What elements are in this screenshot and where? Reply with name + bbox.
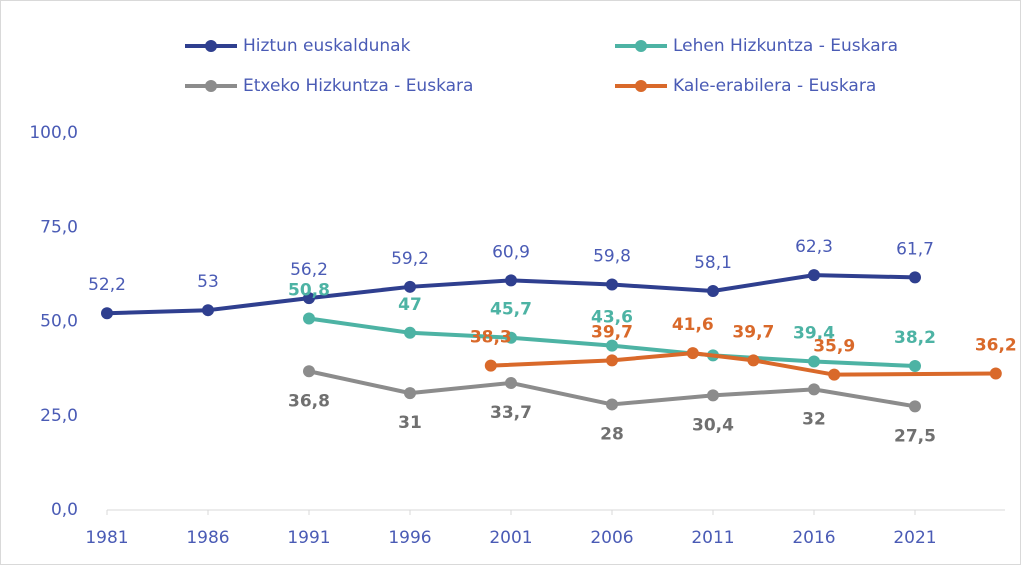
data-label: 53 xyxy=(197,272,219,292)
y-tick-label: 25,0 xyxy=(40,406,78,426)
data-label: 43,6 xyxy=(591,308,633,328)
point xyxy=(404,387,416,400)
x-tick-label: 2011 xyxy=(691,528,734,548)
data-label: 60,9 xyxy=(492,242,530,262)
point xyxy=(505,274,517,287)
data-label: 52,2 xyxy=(88,275,126,295)
point xyxy=(989,367,1002,380)
data-label: 36,2 xyxy=(975,336,1017,356)
data-label: 35,9 xyxy=(813,337,855,357)
point xyxy=(828,368,841,381)
data-label: 33,7 xyxy=(490,403,532,423)
x-tick-label: 1996 xyxy=(388,528,431,548)
point xyxy=(747,354,760,367)
data-label: 32 xyxy=(802,409,826,429)
x-tick-label: 2021 xyxy=(893,528,936,548)
point xyxy=(808,269,820,282)
point xyxy=(484,359,497,372)
data-label: 58,1 xyxy=(694,253,732,273)
point xyxy=(505,331,517,344)
point xyxy=(303,365,315,378)
data-label: 50,8 xyxy=(288,280,330,300)
y-tick-label: 75,0 xyxy=(40,217,78,237)
x-tick-label: 2016 xyxy=(792,528,835,548)
point xyxy=(909,400,921,413)
data-label: 47 xyxy=(398,295,422,315)
x-tick-label: 2006 xyxy=(590,528,633,548)
data-label: 41,6 xyxy=(672,315,714,335)
point xyxy=(303,292,315,305)
data-label: 38,3 xyxy=(470,328,512,348)
y-tick-label: 50,0 xyxy=(40,312,78,332)
data-label: 59,2 xyxy=(391,249,429,269)
data-label: 38,2 xyxy=(894,328,936,348)
point xyxy=(808,383,820,396)
point xyxy=(606,354,618,367)
point xyxy=(606,278,618,291)
point xyxy=(707,389,719,402)
x-tick-label: 2001 xyxy=(489,528,532,548)
series-line xyxy=(490,351,996,377)
point xyxy=(909,359,921,372)
point xyxy=(606,398,618,411)
point xyxy=(404,280,416,293)
point xyxy=(808,355,820,368)
data-label: 39,7 xyxy=(732,322,774,342)
x-tick-label: 1986 xyxy=(186,528,229,548)
point xyxy=(101,307,113,320)
data-label: 27,5 xyxy=(894,426,936,446)
data-label: 36,8 xyxy=(288,391,330,411)
data-label: 45,7 xyxy=(490,300,532,320)
point xyxy=(303,312,315,325)
data-label: 61,7 xyxy=(896,239,934,259)
x-tick-label: 1981 xyxy=(85,528,128,548)
point xyxy=(686,347,699,360)
data-label: 39,4 xyxy=(793,323,835,343)
legend-marker xyxy=(635,80,647,92)
point xyxy=(404,326,416,339)
legend-label: Lehen Hizkuntza - Euskara xyxy=(673,36,898,56)
legend-label: Hiztun euskaldunak xyxy=(243,36,411,56)
legend-marker xyxy=(635,40,647,52)
legend-marker xyxy=(205,40,217,52)
y-tick-label: 0,0 xyxy=(51,500,78,520)
data-label: 39,7 xyxy=(591,322,633,342)
y-tick-label: 100,0 xyxy=(29,123,78,143)
point xyxy=(606,339,618,352)
data-label: 31 xyxy=(398,413,422,433)
point xyxy=(202,304,214,317)
x-tick-label: 1991 xyxy=(287,528,330,548)
data-label: 62,3 xyxy=(795,237,833,257)
data-label: 56,2 xyxy=(290,260,328,280)
point xyxy=(505,376,517,389)
legend-label: Kale-erabilera - Euskara xyxy=(673,76,876,96)
point xyxy=(707,284,719,297)
legend-label: Etxeko Hizkuntza - Euskara xyxy=(243,76,473,96)
data-label: 30,4 xyxy=(692,415,734,435)
legend-marker xyxy=(205,80,217,92)
data-label: 28 xyxy=(600,424,624,444)
point xyxy=(909,271,921,284)
data-label: 59,8 xyxy=(593,247,631,267)
